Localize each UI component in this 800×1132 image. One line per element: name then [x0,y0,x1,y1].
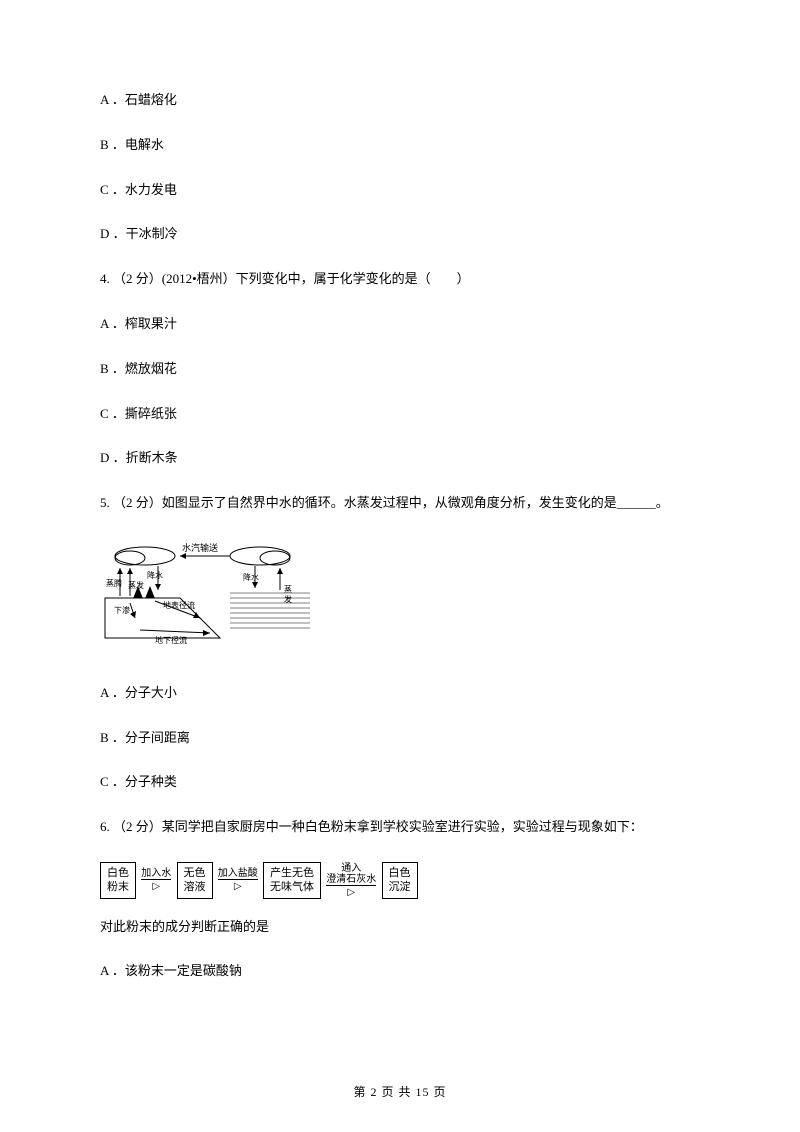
label-evap1: 蒸发 [128,580,144,590]
flow-box-3-l2: 无味气体 [270,881,314,893]
q4-option-a: A ．榨取果汁 [100,314,700,335]
arrow-icon: ▷ [234,881,242,892]
label-evap2-char1: 蒸 [284,584,292,594]
q3-option-a: A ．石蜡熔化 [100,90,700,111]
label-rain1: 降水 [147,570,163,580]
flow-arrow-2-label: 加入盐酸 [218,868,258,880]
q5-option-c: C ．分子种类 [100,772,700,793]
water-cycle-diagram: 水汽输送 蒸腾 蒸发 降水 下渗 地表径流 地下径流 [100,538,700,665]
flow-arrow-3-label-2: 澄清石灰水 [326,874,376,886]
q6-option-a: A ．该粉末一定是碳酸钠 [100,961,700,982]
flow-arrow-3: 通入 澄清石灰水 ▷ [324,863,378,898]
label-surface: 地表径流 [163,600,195,610]
flow-arrow-1: 加入水 ▷ [139,868,173,892]
flow-box-1: 白色 粉末 [100,862,136,899]
q4-option-d: D ．折断木条 [100,448,700,469]
flow-box-4: 白色 沉淀 [382,862,418,899]
q3-option-b: B ．电解水 [100,135,700,156]
label-evap2-char2: 发 [284,594,292,604]
q4-option-c: C ．撕碎纸张 [100,404,700,425]
q3-option-d: D ．干冰制冷 [100,224,700,245]
flow-arrow-3-label-1: 通入 [326,863,376,874]
flow-box-3-l1: 产生无色 [270,867,314,879]
flowchart-diagram: 白色 粉末 加入水 ▷ 无色 溶液 加入盐酸 ▷ 产生无色 无味气体 通入 澄清… [100,862,700,899]
q4-stem: 4. （2 分）(2012•梧州）下列变化中，属于化学变化的是（ ） [100,269,700,290]
page-footer: 第 2 页 共 15 页 [0,1083,800,1102]
q5-stem: 5. （2 分）如图显示了自然界中水的循环。水蒸发过程中，从微观角度分析，发生变… [100,493,700,514]
flow-arrow-1-label: 加入水 [141,868,171,880]
flow-box-3: 产生无色 无味气体 [263,862,321,899]
arrow-icon: ▷ [152,881,160,892]
arrow-icon: ▷ [347,887,355,898]
label-plant: 蒸腾 [106,578,122,588]
q5-option-b: B ．分子间距离 [100,728,700,749]
flow-box-1-l1: 白色 [107,867,129,879]
flow-box-1-l2: 粉末 [107,881,129,893]
flow-box-2-l1: 无色 [184,867,206,879]
q3-option-c: C ．水力发电 [100,180,700,201]
label-rain2: 降水 [243,572,259,582]
flow-box-2-l2: 溶液 [184,881,206,893]
q6-paragraph: 对此粉末的成分判断正确的是 [100,917,700,938]
flow-box-4-l1: 白色 [389,867,411,879]
flow-box-4-l2: 沉淀 [389,881,411,893]
q4-option-b: B ．燃放烟花 [100,359,700,380]
q6-stem: 6. （2 分）某同学把自家厨房中一种白色粉末拿到学校实验室进行实验，实验过程与… [100,817,700,838]
flow-box-2: 无色 溶液 [177,862,213,899]
flow-arrow-2: 加入盐酸 ▷ [216,868,260,892]
label-ground: 地下径流 [155,635,187,645]
q5-option-a: A ．分子大小 [100,683,700,704]
label-infiltrate: 下渗 [114,605,130,615]
label-transport: 水汽输送 [182,542,218,553]
